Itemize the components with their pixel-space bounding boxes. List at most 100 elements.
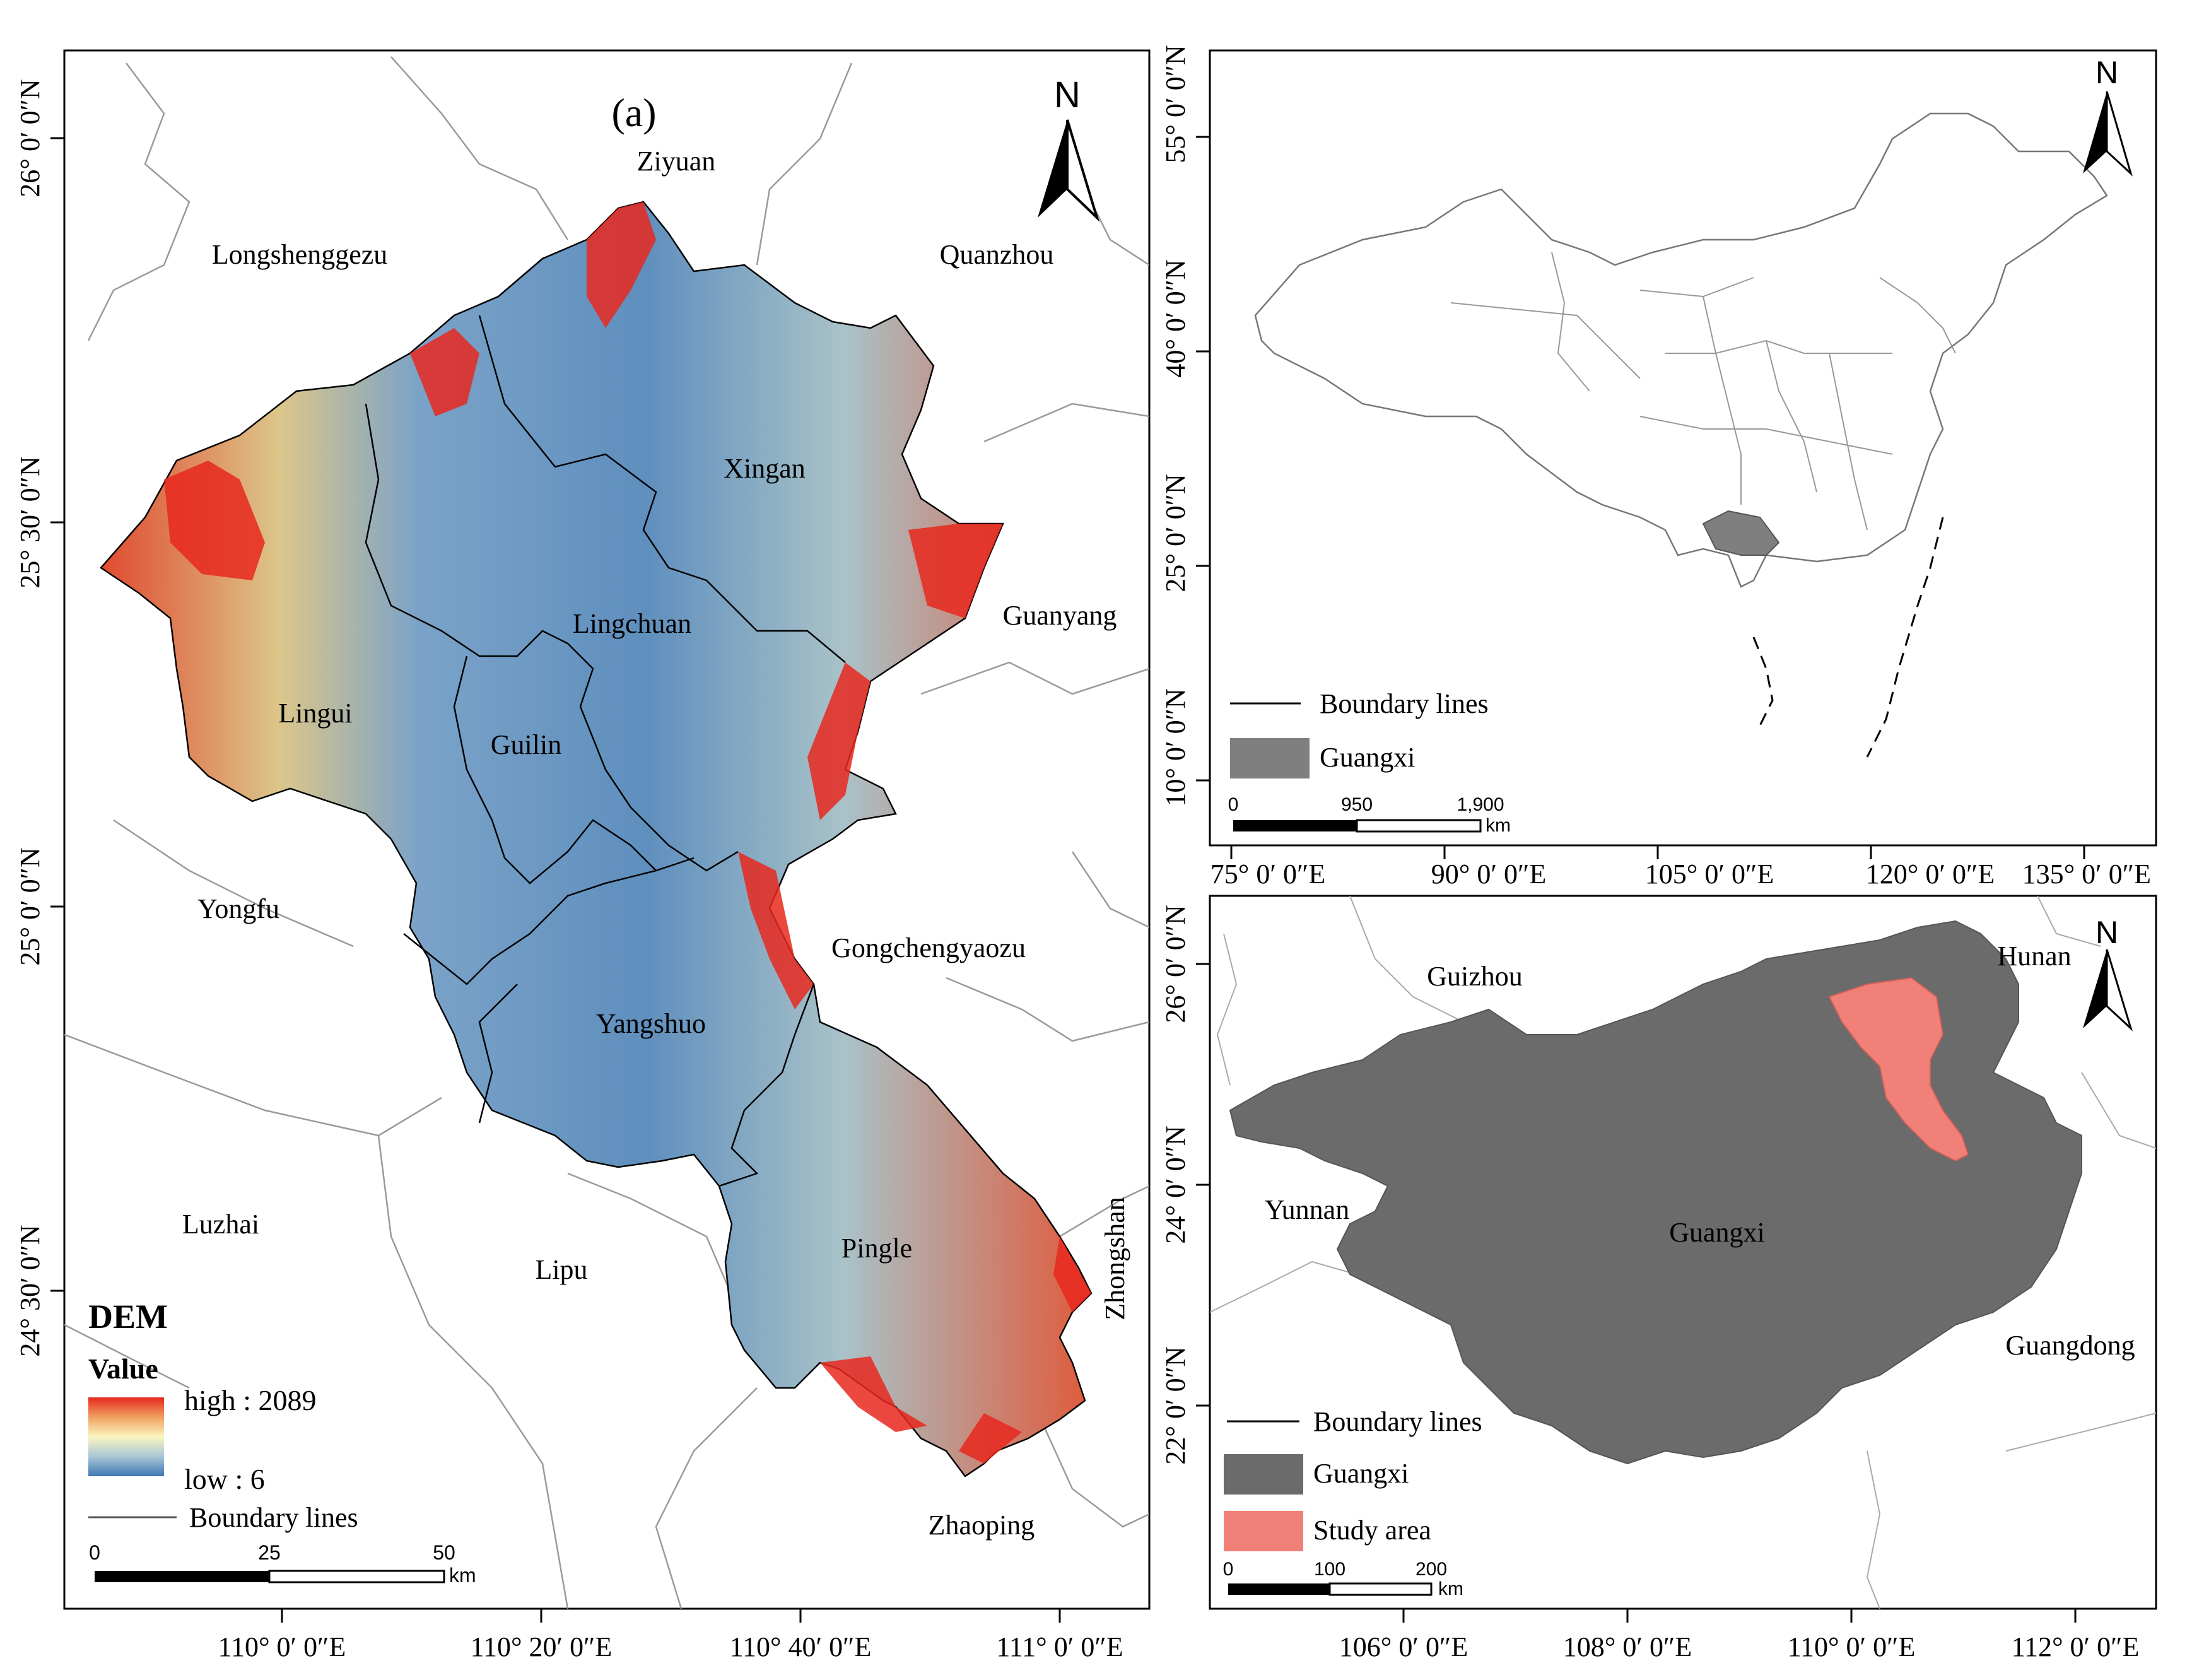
lon-tick: 105° 0′ 0″E <box>1645 859 1774 890</box>
lon-tick: 135° 0′ 0″E <box>2022 859 2151 890</box>
place-quanzhou: Quanzhou <box>940 239 1054 270</box>
panel-c-lat-ticks: 26° 0′ 0″N 24° 0′ 0″N 22° 0′ 0″N <box>1160 905 1191 1464</box>
place-guilin: Guilin <box>491 729 561 760</box>
china-outline <box>1254 112 2108 588</box>
place-lipu: Lipu <box>535 1254 587 1285</box>
svg-text:km: km <box>449 1564 476 1587</box>
lat-tick: 40° 0′ 0″N <box>1160 259 1191 377</box>
lon-tick: 110° 0′ 0″E <box>218 1631 346 1662</box>
study-area-region <box>1828 977 1969 1162</box>
panel-a-lon-ticks: 110° 0′ 0″E 110° 20′ 0″E 110° 40′ 0″E 11… <box>218 1631 1123 1662</box>
scale-bar-b: 0 950 1,900 km <box>1228 794 1511 836</box>
lat-tick: 25° 0′ 0″N <box>1160 474 1191 592</box>
legend-study-area: Study area <box>1313 1515 1431 1546</box>
place-zhongshan: Zhongshan <box>1099 1197 1130 1320</box>
place-hunan: Hunan <box>1997 941 2071 972</box>
lat-tick: 26° 0′ 0″N <box>1160 905 1191 1023</box>
study-area-dem <box>100 201 1093 1477</box>
north-arrow-icon: N <box>1038 74 1100 222</box>
svg-text:0: 0 <box>1228 794 1239 815</box>
lon-tick: 75° 0′ 0″E <box>1210 859 1325 890</box>
legend-boundary: Boundary lines <box>189 1502 358 1533</box>
lon-tick: 90° 0′ 0″E <box>1431 859 1546 890</box>
legend-boundary: Boundary lines <box>1320 688 1489 719</box>
svg-text:50: 50 <box>433 1541 455 1564</box>
dem-legend: DEM Value high : 2089 low : 6 Boundary l… <box>88 1298 358 1533</box>
panel-c: Guizhou Hunan Yunnan Guangxi Guangdong N… <box>1160 895 2157 1662</box>
lon-tick: 110° 40′ 0″E <box>730 1631 872 1662</box>
north-arrow-icon: N <box>2083 55 2133 177</box>
place-pingle: Pingle <box>841 1233 912 1264</box>
place-zhaoping: Zhaoping <box>929 1510 1035 1541</box>
lon-tick: 120° 0′ 0″E <box>1866 859 1995 890</box>
svg-text:0: 0 <box>89 1541 100 1564</box>
panel-a-lat-ticks: 26° 0′ 0″N 25° 30′ 0″N 25° 0′ 0″N 24° 30… <box>15 79 45 1356</box>
lat-tick: 10° 0′ 0″N <box>1160 688 1191 806</box>
place-lingchuan: Lingchuan <box>573 608 691 639</box>
lon-tick: 110° 0′ 0″E <box>1788 1631 1916 1662</box>
panel-b: N Boundary lines Guangxi 0 950 1,900 km … <box>1160 45 2157 890</box>
panel-b-lat-ticks: 55° 0′ 0″N 40° 0′ 0″N 25° 0′ 0″N 10° 0′ … <box>1160 45 1191 806</box>
county-boundaries <box>365 315 846 1187</box>
panel-b-legend: Boundary lines Guangxi <box>1230 688 1489 778</box>
place-guizhou: Guizhou <box>1427 961 1523 992</box>
panel-a: Ziyuan Longshenggezu Quanzhou Xingan Gua… <box>15 49 1151 1662</box>
place-xingan: Xingan <box>724 453 806 484</box>
svg-text:200: 200 <box>1416 1559 1447 1580</box>
place-yangshuo: Yangshuo <box>596 1008 706 1039</box>
lon-tick: 111° 0′ 0″E <box>996 1631 1123 1662</box>
svg-text:N: N <box>2096 915 2118 950</box>
place-guangdong: Guangdong <box>2005 1330 2135 1361</box>
svg-text:100: 100 <box>1314 1559 1345 1580</box>
svg-text:N: N <box>2096 55 2118 90</box>
lon-tick: 106° 0′ 0″E <box>1339 1631 1468 1662</box>
place-ziyuan: Ziyuan <box>637 146 716 177</box>
lon-tick: 110° 20′ 0″E <box>471 1631 613 1662</box>
lon-tick: 108° 0′ 0″E <box>1563 1631 1692 1662</box>
place-guangxi: Guangxi <box>1669 1217 1765 1248</box>
guangxi-region-b <box>1702 510 1780 556</box>
guangxi-region <box>1229 920 2082 1465</box>
lat-tick: 24° 30′ 0″N <box>15 1225 45 1356</box>
svg-text:0: 0 <box>1223 1559 1234 1580</box>
scale-bar-c: 0 100 200 km <box>1223 1559 1463 1599</box>
legend-high: high : 2089 <box>184 1384 317 1416</box>
legend-title: DEM <box>88 1298 168 1336</box>
north-arrow-icon: N <box>2083 915 2133 1031</box>
legend-low: low : 6 <box>184 1463 265 1495</box>
svg-text:km: km <box>1486 815 1511 836</box>
place-guanyang: Guanyang <box>1003 600 1117 631</box>
svg-text:N: N <box>1054 74 1081 115</box>
lat-tick: 25° 0′ 0″N <box>15 847 45 965</box>
legend-subtitle: Value <box>88 1353 158 1385</box>
province-boundaries <box>1450 252 1956 531</box>
place-luzhai: Luzhai <box>182 1209 259 1240</box>
lat-tick: 26° 0′ 0″N <box>15 79 45 197</box>
svg-text:950: 950 <box>1341 794 1373 815</box>
lat-tick: 22° 0′ 0″N <box>1160 1346 1191 1464</box>
place-longshenggezu: Longshenggezu <box>212 239 388 270</box>
panel-a-label: (a) <box>611 90 656 135</box>
panel-b-lon-ticks: 75° 0′ 0″E 90° 0′ 0″E 105° 0′ 0″E 120° 0… <box>1210 859 2151 890</box>
lat-tick: 24° 0′ 0″N <box>1160 1125 1191 1243</box>
panel-a-place-labels: Ziyuan Longshenggezu Quanzhou Xingan Gua… <box>182 146 1130 1541</box>
place-yunnan: Yunnan <box>1265 1194 1349 1225</box>
dem-highlands <box>164 202 1091 1464</box>
color-ramp <box>88 1397 164 1476</box>
lat-tick: 25° 30′ 0″N <box>15 456 45 588</box>
legend-guangxi: Guangxi <box>1320 742 1416 773</box>
place-lingui: Lingui <box>278 698 352 729</box>
panel-c-lon-ticks: 106° 0′ 0″E 108° 0′ 0″E 110° 0′ 0″E 112°… <box>1339 1631 2140 1662</box>
legend-boundary: Boundary lines <box>1313 1406 1482 1437</box>
legend-guangxi: Guangxi <box>1313 1458 1409 1489</box>
place-yongfu: Yongfu <box>197 893 279 924</box>
lon-tick: 112° 0′ 0″E <box>2012 1631 2140 1662</box>
svg-text:km: km <box>1438 1578 1463 1599</box>
panel-c-place-labels: Guizhou Hunan Yunnan Guangxi Guangdong <box>1265 941 2135 1361</box>
scale-bar-a: 0 25 50 km <box>89 1541 476 1587</box>
svg-text:25: 25 <box>258 1541 281 1564</box>
lat-tick: 55° 0′ 0″N <box>1160 45 1191 163</box>
panel-c-legend: Boundary lines Guangxi Study area <box>1224 1406 1482 1551</box>
place-gongchengyaozu: Gongchengyaozu <box>831 932 1026 963</box>
